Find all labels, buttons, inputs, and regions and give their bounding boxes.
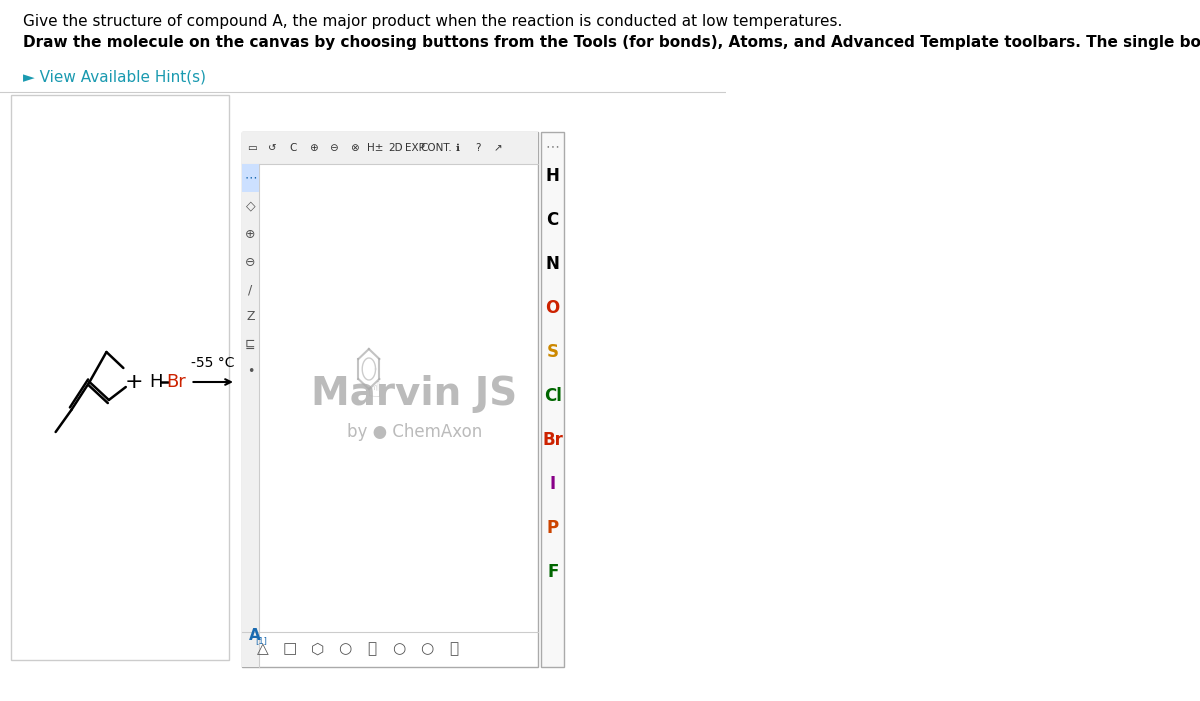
- Text: H: H: [546, 167, 559, 185]
- Text: ⊑: ⊑: [245, 337, 256, 350]
- Text: ☝: ☝: [367, 381, 380, 401]
- Text: CONT.: CONT.: [421, 143, 452, 153]
- Text: Give the structure of compound A, the major product when the reaction is conduct: Give the structure of compound A, the ma…: [23, 14, 842, 29]
- Text: ▭: ▭: [247, 143, 257, 153]
- Text: Cl: Cl: [544, 387, 562, 405]
- Text: ○: ○: [420, 641, 433, 657]
- Text: F: F: [547, 563, 558, 581]
- Text: 2D: 2D: [388, 143, 403, 153]
- Text: ?: ?: [475, 143, 480, 153]
- Text: ⊕: ⊕: [308, 143, 318, 153]
- Bar: [242, 164, 259, 192]
- Text: ⛳: ⛳: [449, 641, 458, 657]
- Text: ► View Available Hint(s): ► View Available Hint(s): [23, 70, 206, 85]
- Text: ℹ: ℹ: [455, 143, 460, 153]
- Text: [1]: [1]: [256, 637, 268, 646]
- Text: •: •: [247, 365, 254, 379]
- Text: ○: ○: [338, 641, 352, 657]
- Text: ⊖: ⊖: [245, 255, 256, 268]
- Bar: [11, 95, 228, 660]
- Bar: [242, 132, 539, 164]
- Text: Z: Z: [246, 310, 254, 322]
- Bar: [242, 132, 539, 667]
- Text: Draw the molecule on the canvas by choosing buttons from the Tools (for bonds), : Draw the molecule on the canvas by choos…: [23, 35, 1200, 50]
- Text: N: N: [546, 255, 559, 273]
- Text: H±: H±: [367, 143, 383, 153]
- Text: H: H: [149, 373, 163, 391]
- Text: △: △: [257, 641, 269, 657]
- Text: ↺: ↺: [268, 143, 276, 153]
- Text: ⬭: ⬭: [367, 641, 377, 657]
- Text: C: C: [289, 143, 296, 153]
- Text: ⋯: ⋯: [244, 172, 257, 184]
- Text: ↗: ↗: [494, 143, 503, 153]
- Bar: [242, 164, 259, 667]
- Text: ○: ○: [392, 641, 406, 657]
- Text: ⋯: ⋯: [546, 139, 559, 153]
- Text: ⊖: ⊖: [330, 143, 338, 153]
- Text: /: /: [248, 283, 252, 297]
- Text: Marvin JS: Marvin JS: [311, 375, 517, 413]
- Text: by ● ChemAxon: by ● ChemAxon: [347, 423, 482, 441]
- Text: -55 °C: -55 °C: [192, 356, 235, 370]
- Bar: [541, 132, 564, 667]
- Text: ⊗: ⊗: [350, 143, 359, 153]
- Text: □: □: [283, 641, 298, 657]
- Text: ⊕: ⊕: [245, 228, 256, 240]
- Text: A: A: [250, 627, 260, 643]
- Text: Br: Br: [542, 431, 563, 449]
- Text: +: +: [125, 372, 144, 392]
- Text: I: I: [550, 475, 556, 493]
- Text: P: P: [547, 519, 559, 537]
- Text: Br: Br: [167, 373, 186, 391]
- Text: ⬡: ⬡: [311, 641, 324, 657]
- Text: O: O: [546, 299, 560, 317]
- Text: S: S: [547, 343, 559, 361]
- Text: EXP.: EXP.: [406, 143, 427, 153]
- Text: C: C: [546, 211, 559, 229]
- Text: ◇: ◇: [246, 200, 256, 212]
